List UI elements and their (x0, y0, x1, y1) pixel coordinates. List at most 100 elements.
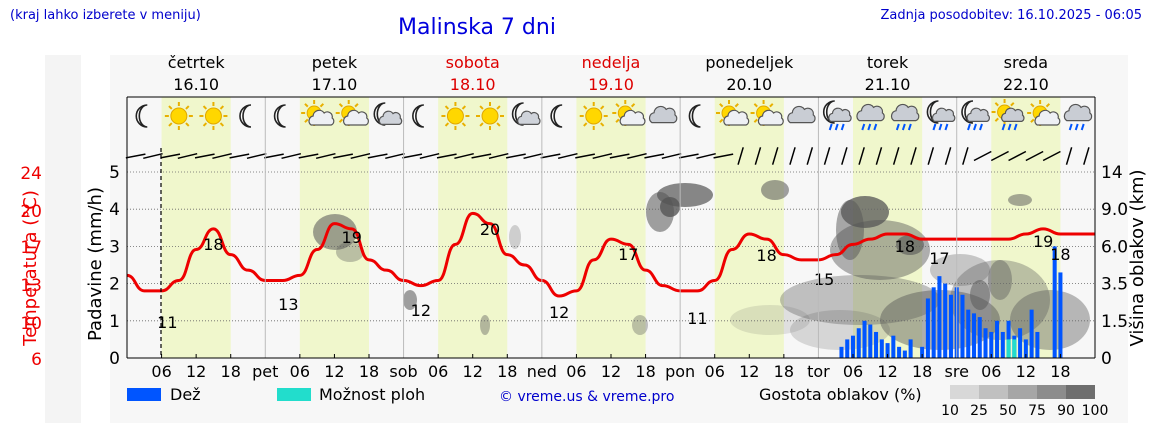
cloud-shape (648, 105, 678, 124)
daytime-band (161, 97, 231, 358)
wind-barb (910, 147, 917, 165)
cloud-density-swatch (1066, 385, 1095, 399)
cloud-blob (761, 180, 789, 200)
day-headers: četrtek 16.10 petek 17.10 sobota 18.10 nedelja… (168, 53, 1049, 94)
temperature-label: 11 (687, 309, 707, 328)
cloud-height-tick: 9.0 (1101, 200, 1128, 220)
sun-ray (479, 105, 484, 110)
temperature-tick: 24 (20, 164, 42, 184)
rain-bar (850, 335, 856, 358)
temperature-tick: 6 (31, 350, 42, 370)
cloud-shape (966, 107, 990, 122)
hour-tick-label: 12 (877, 362, 897, 381)
hour-tick-label: 18 (497, 362, 517, 381)
sun-cloud-icon (750, 100, 784, 126)
rain-bar (891, 335, 896, 358)
wind-barb (737, 147, 744, 165)
wind-barb (488, 152, 509, 160)
wind-barb (523, 152, 544, 160)
rain-bar (960, 294, 965, 358)
temperature-label: 11 (157, 313, 177, 332)
sun-ray (753, 103, 758, 108)
cloud-density-swatch (1008, 385, 1037, 399)
sun-rain-icon (991, 99, 1025, 131)
day-date: 21.10 (865, 75, 911, 94)
sun-ray (461, 122, 467, 127)
sun-icon (476, 102, 504, 130)
precipitation-tick: 4 (109, 200, 120, 220)
daytime-band (576, 97, 646, 358)
rain-bar (874, 331, 879, 358)
rain-bar (879, 339, 884, 358)
wind-barb (661, 152, 682, 160)
precipitation-tick: 1 (109, 312, 120, 332)
cloud-density-swatch (979, 385, 1008, 399)
moon-shape (822, 100, 835, 124)
wind-barb (333, 153, 353, 159)
shower-bar (1006, 339, 1011, 358)
legend-rain-label: Dež (170, 385, 201, 404)
rain-bar (925, 298, 930, 358)
day-date: 17.10 (312, 75, 358, 94)
sun-ray (1030, 118, 1035, 123)
cloud-height-tick: 1.5 (1101, 312, 1128, 332)
sun-disc (446, 107, 464, 125)
temperature-label: 18 (203, 235, 223, 254)
temperature-label: 13 (278, 295, 298, 314)
wind-barb (264, 153, 284, 159)
temperature-label: 18 (756, 246, 776, 265)
rain-drop (828, 123, 833, 131)
sun-ray (583, 105, 588, 110)
cloud-blob (988, 260, 1012, 300)
sun-disc (170, 107, 188, 125)
sun-ray (994, 102, 999, 107)
day-date: 20.10 (726, 75, 772, 94)
day-abbr-label: sre (945, 362, 969, 381)
wind-barb (212, 152, 232, 160)
wind-barb (973, 150, 992, 162)
precipitation-tick: 3 (109, 237, 120, 257)
weather-icons (135, 99, 1093, 131)
cloud-shape (828, 107, 852, 122)
temperature-label: 15 (814, 270, 834, 289)
sun-ray (734, 103, 739, 108)
day-abbr-label: pon (665, 362, 695, 381)
hour-tick-label: 12 (463, 362, 483, 381)
gridlines (127, 171, 1095, 322)
hour-tick-label: 18 (221, 362, 241, 381)
wind-barb (806, 147, 814, 165)
rain-bar (839, 346, 844, 358)
cloud-shape (757, 109, 784, 126)
day-abbr-label: pet (252, 362, 278, 381)
page-title: Malinska 7 dni (398, 15, 556, 40)
rain-bar (1000, 331, 1005, 358)
hour-tick-label: 18 (774, 362, 794, 381)
cloud-rain-icon (1063, 103, 1093, 131)
rain-drop (834, 123, 839, 131)
wind-barb (419, 152, 440, 160)
region-menu-note[interactable]: (kraj lahko izberete v meniju) (10, 8, 201, 23)
rain-bar (856, 328, 861, 358)
rain-bar (931, 287, 936, 358)
moon-cloud-icon (511, 102, 541, 126)
temperature-label: 20 (480, 220, 500, 239)
sun-ray (479, 122, 484, 127)
cloud-blob (970, 280, 990, 310)
wind-barb (506, 153, 526, 159)
sun-disc (585, 107, 603, 125)
wind-barb (892, 147, 900, 165)
wind-barb (557, 152, 578, 160)
wind-barb (771, 147, 779, 165)
rain-drop (895, 123, 900, 131)
rain-drop (1013, 123, 1018, 131)
day-name: sobota (446, 53, 500, 72)
moon-shape (273, 104, 286, 128)
day-name: petek (312, 53, 358, 72)
rain-drop (867, 123, 872, 131)
credit-link[interactable]: © vreme.us & vreme.pro (499, 389, 674, 405)
temperature-label: 17 (929, 249, 949, 268)
rain-drop (840, 123, 845, 131)
daytime-band (714, 97, 784, 358)
cloud-density-tick: 50 (999, 403, 1017, 419)
cloud-rain-icon (890, 103, 920, 131)
